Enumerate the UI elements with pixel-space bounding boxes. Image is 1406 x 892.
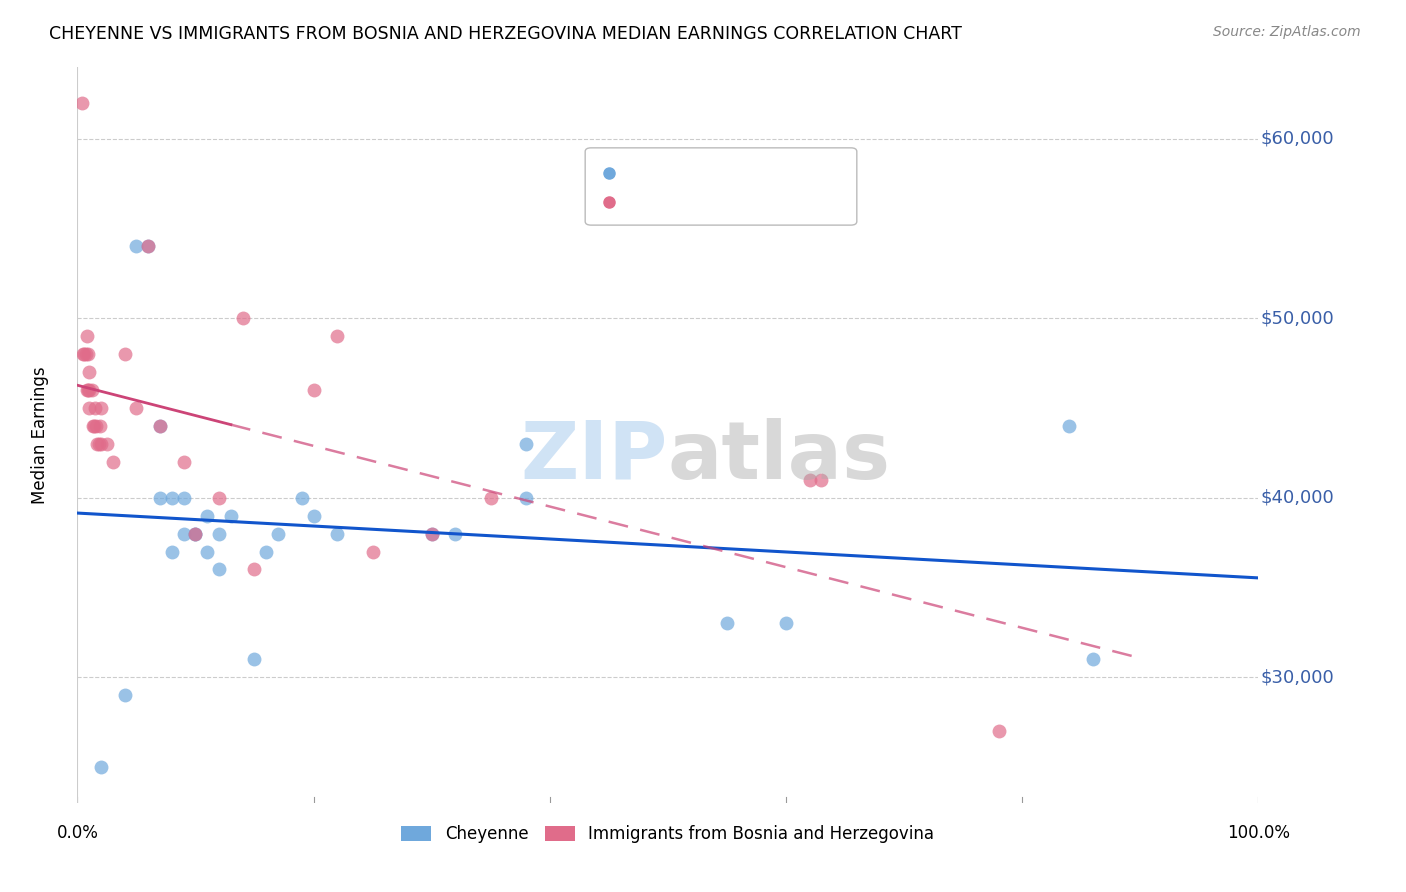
Point <box>96 437 118 451</box>
Text: $30,000: $30,000 <box>1261 668 1334 686</box>
Point <box>232 311 254 326</box>
Point <box>173 455 195 469</box>
Point <box>444 526 467 541</box>
Point <box>125 401 148 415</box>
Text: 0.0%: 0.0% <box>56 824 98 842</box>
Point <box>208 491 231 505</box>
Point <box>291 491 314 505</box>
Point <box>184 526 207 541</box>
Text: $60,000: $60,000 <box>1261 129 1334 148</box>
Text: Median Earnings: Median Earnings <box>31 366 49 504</box>
Text: -0.204: -0.204 <box>672 165 725 180</box>
Point <box>173 491 195 505</box>
Text: N =: N = <box>727 194 761 210</box>
Text: 31: 31 <box>766 165 787 180</box>
Point <box>76 329 98 343</box>
Point <box>195 508 218 523</box>
FancyBboxPatch shape <box>585 148 856 225</box>
Point <box>125 239 148 253</box>
Point <box>90 760 112 774</box>
Text: R =: R = <box>628 165 662 180</box>
Point <box>114 347 136 361</box>
Point <box>326 526 349 541</box>
Point <box>254 544 277 558</box>
Point <box>76 383 98 397</box>
Point <box>82 418 104 433</box>
Point <box>101 455 124 469</box>
Point <box>267 526 290 541</box>
Point <box>184 526 207 541</box>
Point <box>90 437 112 451</box>
Point <box>77 401 100 415</box>
Text: $50,000: $50,000 <box>1261 310 1334 327</box>
Point <box>160 544 183 558</box>
Point <box>72 347 94 361</box>
Point <box>160 491 183 505</box>
Point <box>83 418 105 433</box>
Point <box>89 418 111 433</box>
Text: R =: R = <box>628 194 662 210</box>
Point <box>86 437 108 451</box>
Point <box>90 401 112 415</box>
Point <box>326 329 349 343</box>
Point <box>420 526 443 541</box>
Point <box>243 652 266 666</box>
Text: 100.0%: 100.0% <box>1227 824 1289 842</box>
Text: Source: ZipAtlas.com: Source: ZipAtlas.com <box>1213 25 1361 39</box>
Point <box>136 239 159 253</box>
Text: -0.078: -0.078 <box>672 194 725 210</box>
Point <box>1081 652 1104 666</box>
Point <box>149 491 172 505</box>
Point <box>987 724 1010 739</box>
Point <box>302 508 325 523</box>
Point <box>114 688 136 702</box>
Point <box>1059 418 1081 433</box>
Text: atlas: atlas <box>668 418 891 496</box>
Point <box>361 544 384 558</box>
Point <box>84 401 107 415</box>
Point <box>77 383 100 397</box>
Point <box>479 491 502 505</box>
Point <box>243 562 266 576</box>
Point <box>208 562 231 576</box>
Point <box>77 365 100 379</box>
Point <box>195 544 218 558</box>
Point <box>219 508 242 523</box>
Text: N =: N = <box>727 165 761 180</box>
Point <box>136 239 159 253</box>
Point <box>149 418 172 433</box>
Point <box>208 526 231 541</box>
Point <box>775 616 797 631</box>
Text: ZIP: ZIP <box>520 418 668 496</box>
Point <box>87 437 110 451</box>
Point <box>73 347 96 361</box>
Point <box>75 347 97 361</box>
Point <box>173 526 195 541</box>
Point <box>810 473 832 487</box>
Point <box>420 526 443 541</box>
Point <box>77 383 100 397</box>
Point <box>84 418 107 433</box>
Legend: Cheyenne, Immigrants from Bosnia and Herzegovina: Cheyenne, Immigrants from Bosnia and Her… <box>395 818 941 850</box>
Point <box>799 473 821 487</box>
Point <box>149 418 172 433</box>
Point <box>184 526 207 541</box>
Text: 40: 40 <box>766 194 787 210</box>
Point <box>515 437 537 451</box>
Point <box>515 491 537 505</box>
Text: CHEYENNE VS IMMIGRANTS FROM BOSNIA AND HERZEGOVINA MEDIAN EARNINGS CORRELATION C: CHEYENNE VS IMMIGRANTS FROM BOSNIA AND H… <box>49 25 962 43</box>
Point <box>70 95 93 110</box>
Point <box>80 383 103 397</box>
Point <box>302 383 325 397</box>
Point <box>77 347 100 361</box>
Point <box>716 616 738 631</box>
Text: $40,000: $40,000 <box>1261 489 1334 507</box>
